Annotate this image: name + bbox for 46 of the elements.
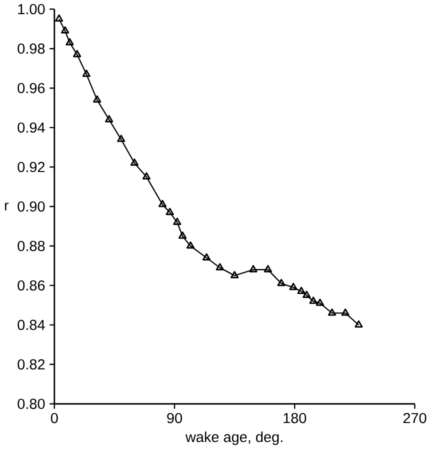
y-tick-label: 0.88: [18, 240, 45, 252]
y-tick-label: 0.86: [18, 280, 45, 291]
point: [166, 208, 174, 216]
y-tick-label: 0.94: [18, 122, 45, 133]
y-tick-label: 1.00: [18, 4, 45, 14]
point: [264, 265, 272, 272]
point: [316, 298, 324, 306]
point: [186, 241, 195, 249]
y-tick-label: 0.90: [18, 201, 45, 212]
y-axis-title: r: [5, 202, 9, 210]
point: [341, 308, 350, 316]
point: [354, 320, 363, 328]
point: [130, 158, 139, 166]
x-tick-label: 180: [284, 412, 306, 424]
point: [82, 70, 91, 77]
point: [202, 253, 211, 260]
y-tick-label: 0.80: [18, 398, 45, 409]
x-tick-label: 270: [403, 412, 426, 424]
x-tick-label: 0: [50, 412, 58, 424]
point: [249, 265, 258, 272]
point: [178, 232, 187, 239]
point: [173, 218, 182, 225]
point: [297, 286, 306, 294]
point: [230, 270, 239, 278]
point: [66, 38, 74, 46]
point: [277, 278, 286, 286]
point: [55, 14, 64, 22]
x-tick-label: 90: [167, 412, 182, 424]
y-tick-label: 0.98: [18, 44, 45, 54]
y-tick-label: 0.96: [18, 82, 45, 94]
point: [73, 50, 82, 58]
point: [142, 172, 151, 180]
point: [302, 290, 311, 298]
y-tick-label: 0.92: [18, 162, 45, 172]
x-axis-title: wake age, deg.: [186, 431, 282, 445]
point: [117, 134, 126, 142]
point: [328, 308, 336, 316]
point: [289, 282, 298, 290]
point: [216, 263, 224, 270]
point: [93, 95, 102, 103]
point: [61, 26, 70, 34]
y-tick-label: 0.84: [18, 320, 45, 330]
y-tick-label: 0.82: [18, 359, 45, 370]
point: [309, 296, 318, 304]
point: [158, 200, 167, 208]
point: [105, 115, 114, 122]
